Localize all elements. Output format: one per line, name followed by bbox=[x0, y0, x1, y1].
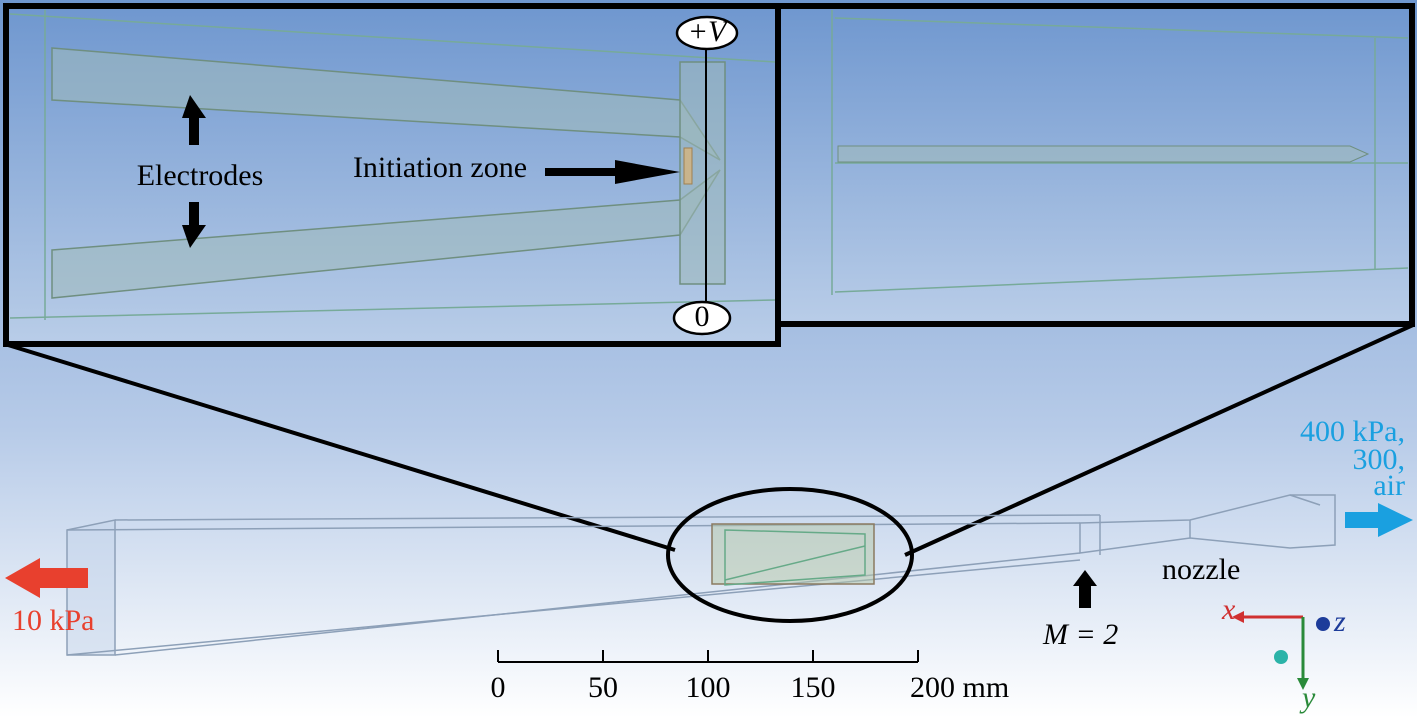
left-inset: +V 0 Electrodes Initiation zone bbox=[3, 3, 781, 347]
axis-x: x bbox=[1221, 593, 1236, 626]
zoom-ellipse bbox=[666, 487, 914, 623]
inlet-line: 300, bbox=[1353, 443, 1406, 476]
scale-tick-label: 0 bbox=[491, 671, 506, 704]
terminal-label: 0 bbox=[695, 300, 710, 333]
axis-triad: x z y bbox=[1221, 593, 1346, 714]
inlet-line: air bbox=[1373, 469, 1405, 502]
terminal-label: +V bbox=[688, 15, 730, 48]
inlet-arrow bbox=[1345, 503, 1413, 537]
scale-tick-label: 50 bbox=[588, 671, 618, 704]
outlet-arrow bbox=[5, 558, 88, 598]
inlet-label: 400 kPa, 300, air bbox=[1300, 415, 1405, 502]
electrodes-label: Electrodes bbox=[137, 159, 264, 192]
outlet-label: 10 kPa bbox=[12, 604, 95, 637]
mach-label: M = 2 bbox=[1042, 618, 1118, 651]
nozzle-label: nozzle bbox=[1162, 553, 1240, 586]
zoom-lines bbox=[7, 323, 1414, 557]
scale-tick-label: 150 bbox=[791, 671, 836, 704]
inlet-line: 400 kPa, bbox=[1300, 415, 1405, 448]
scale-tick-label: 200 mm bbox=[910, 671, 1009, 704]
initiation-label: Initiation zone bbox=[353, 151, 527, 184]
right-inset bbox=[775, 3, 1415, 327]
scale-tick-label: 100 bbox=[686, 671, 731, 704]
mach-arrow bbox=[1073, 570, 1097, 608]
channel bbox=[66, 494, 1336, 656]
scale-bar: 0 50 100 150 200 mm bbox=[491, 650, 1009, 704]
axis-y: y bbox=[1299, 681, 1316, 714]
axis-z: z bbox=[1333, 605, 1346, 638]
